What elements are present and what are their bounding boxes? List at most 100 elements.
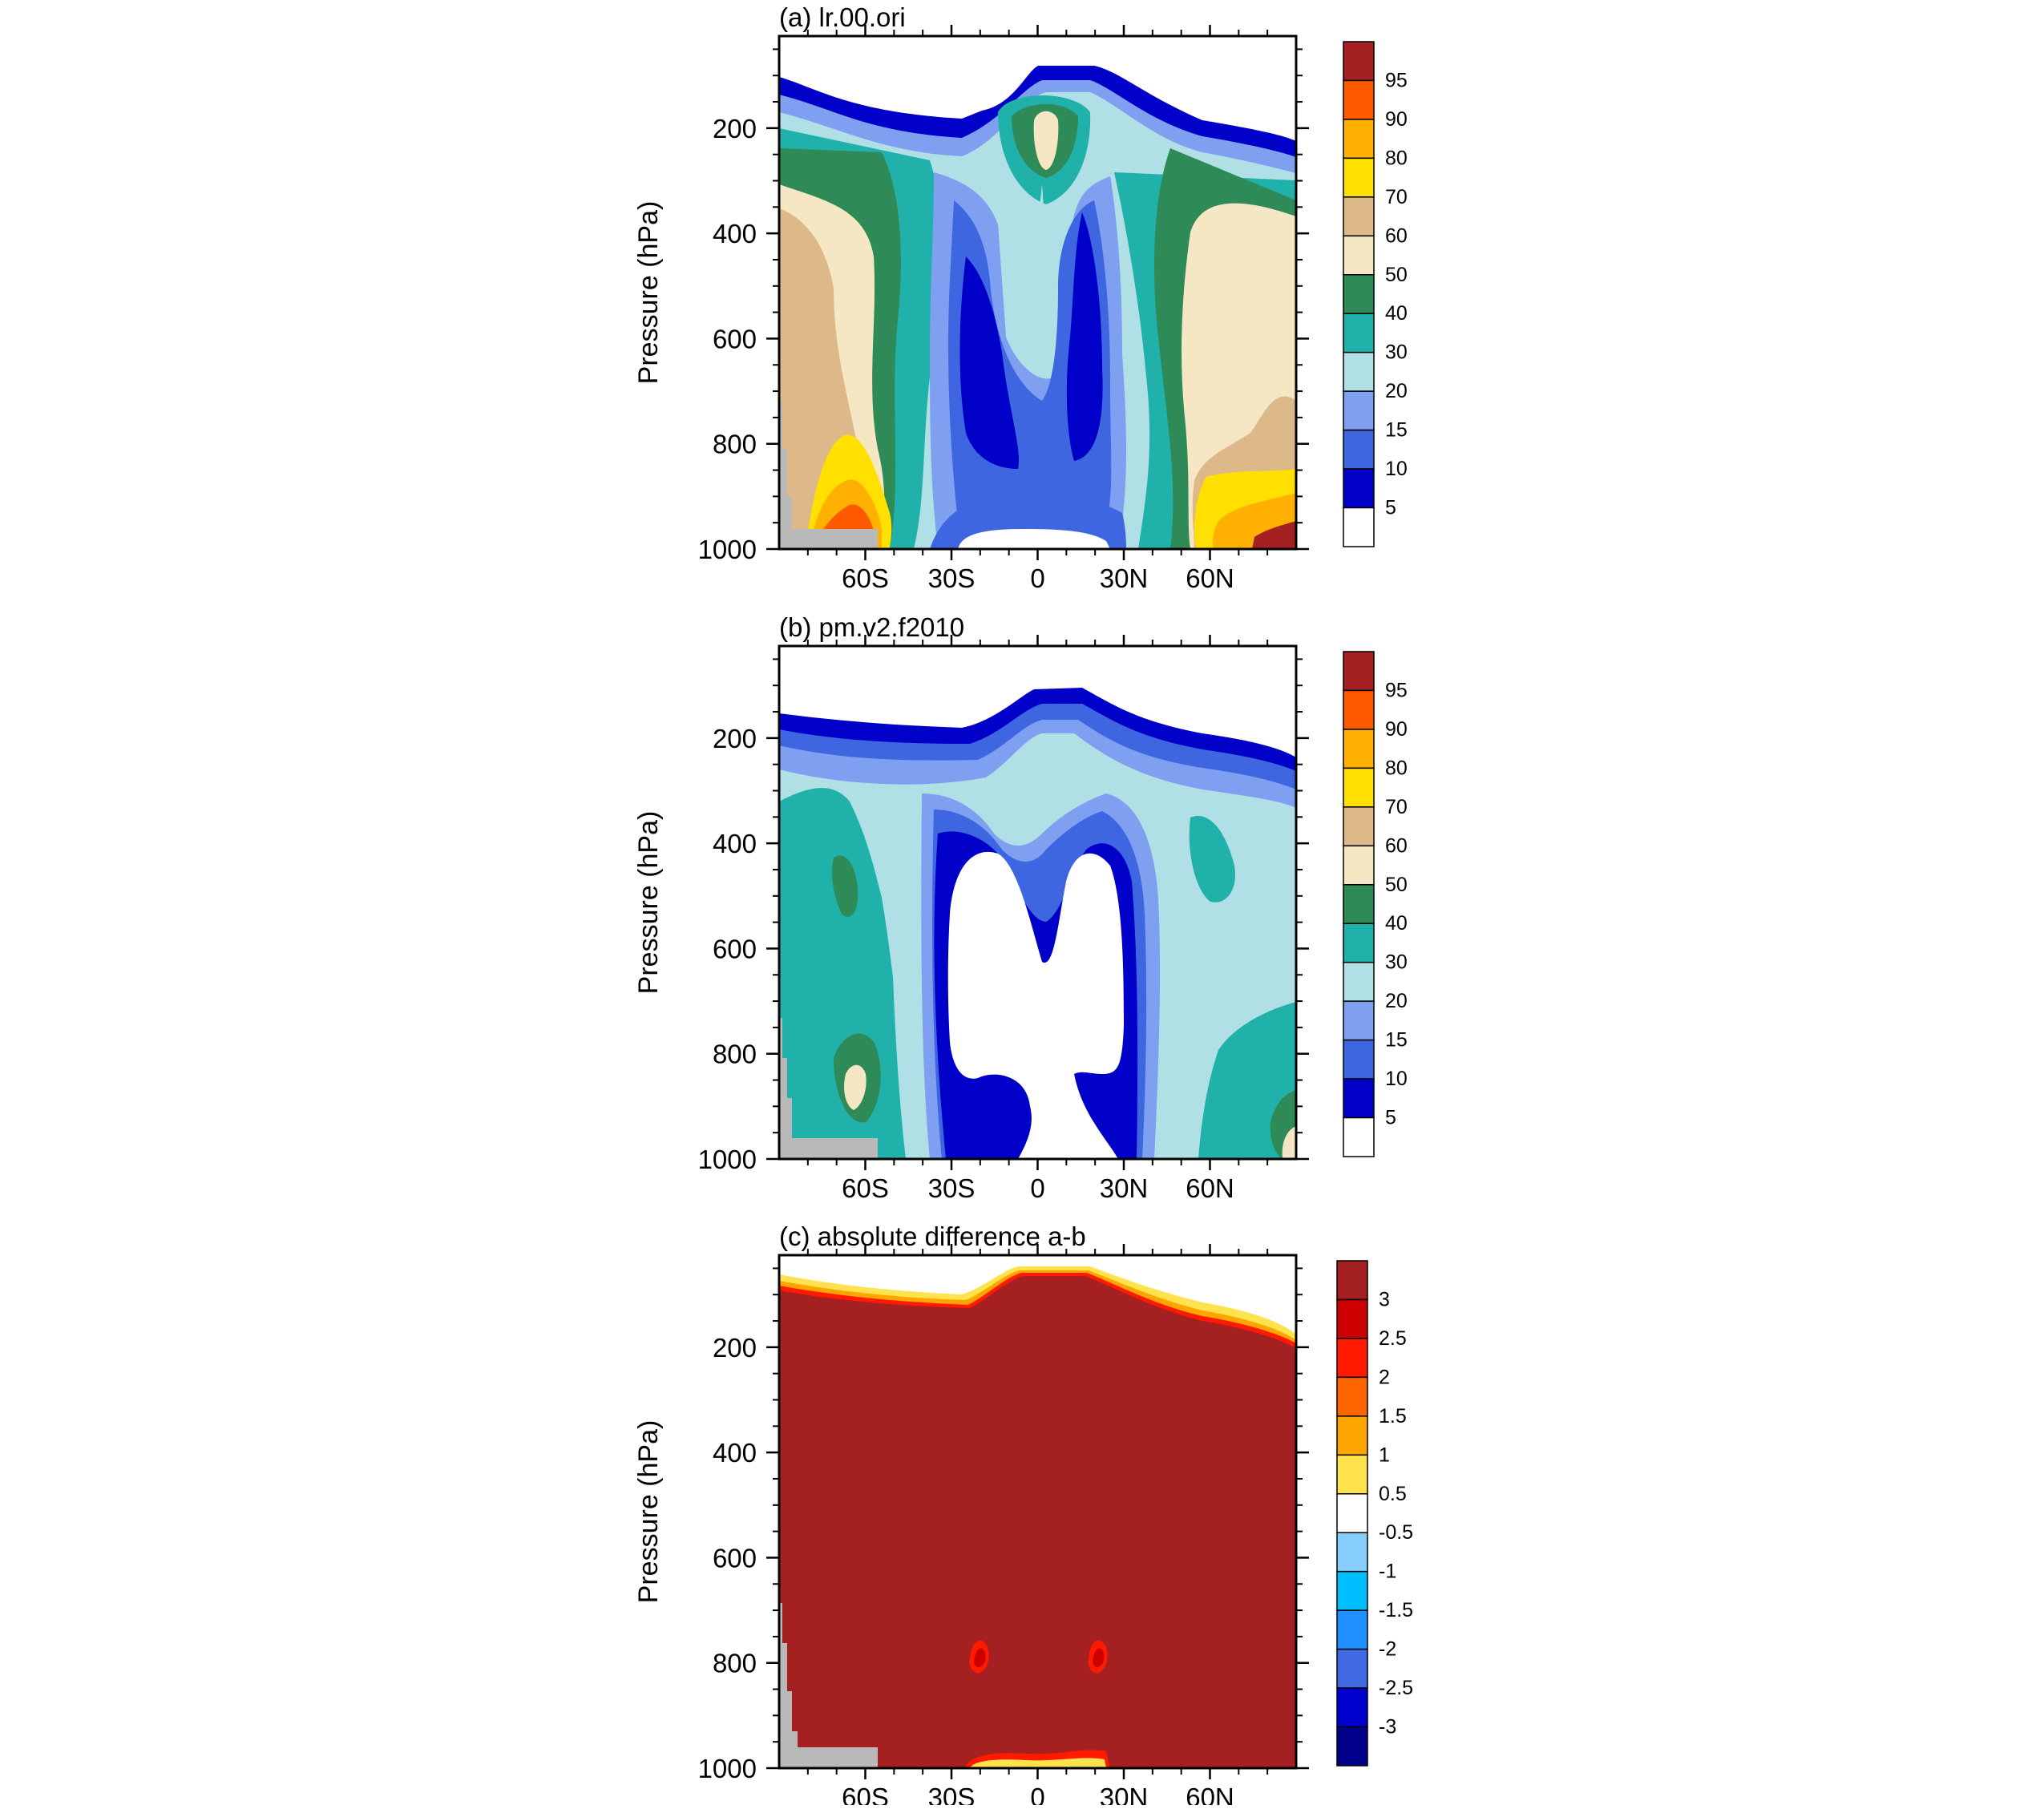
colorbar-label: -1 xyxy=(1379,1561,1396,1583)
colorbar-box xyxy=(1343,390,1375,431)
field-b-teal-n2 xyxy=(1189,816,1235,902)
panel-a-title: (a) lr.00.ori xyxy=(779,2,906,32)
panel-b-axes: 60S 30S 0 30N 60N 200 400 600 800 1000 xyxy=(698,635,1309,1203)
colorbar-box xyxy=(1336,1726,1368,1767)
panel-c-title: (c) absolute difference a-b xyxy=(779,1221,1086,1251)
field-a-land xyxy=(779,401,878,549)
panel-a-colorbar: 95 90 80 70 60 50 40 30 20 15 10 5 xyxy=(1343,41,1408,547)
colorbar-box xyxy=(1336,1260,1368,1301)
colorbar-label: 0.5 xyxy=(1379,1483,1407,1505)
colorbar-label: 5 xyxy=(1385,1107,1396,1129)
x-tick-label: 60N xyxy=(1186,1783,1234,1805)
colorbar-label: 3 xyxy=(1379,1288,1390,1310)
y-tick-label: 1000 xyxy=(698,535,757,564)
y-tick-label: 800 xyxy=(713,1040,757,1069)
colorbar-label: 95 xyxy=(1385,679,1408,701)
colorbar-label: 2.5 xyxy=(1379,1327,1407,1350)
colorbar-label: 60 xyxy=(1385,224,1408,247)
panel-c: (c) absolute difference a-b Pressure (hP… xyxy=(633,1221,1413,1809)
y-tick-label: 600 xyxy=(713,934,757,963)
x-tick-label: 60N xyxy=(1186,1173,1234,1203)
x-tick-label: 30N xyxy=(1100,1783,1149,1805)
colorbar-box xyxy=(1343,313,1375,353)
field-c-bottom-yellow xyxy=(970,1758,1106,1768)
colorbar-box xyxy=(1343,1000,1375,1041)
colorbar-label: 20 xyxy=(1385,990,1408,1012)
x-tick-label: 30S xyxy=(928,563,976,593)
colorbar-label: 1.5 xyxy=(1379,1405,1407,1427)
colorbar-label: 10 xyxy=(1385,458,1408,480)
colorbar-label: 30 xyxy=(1385,951,1408,974)
x-tick-label: 30N xyxy=(1100,1173,1149,1203)
colorbar-box xyxy=(1343,468,1375,509)
colorbar-box xyxy=(1343,157,1375,198)
colorbar-box xyxy=(1343,767,1375,808)
colorbar-label: 60 xyxy=(1385,834,1408,857)
panel-b-ylabel: Pressure (hPa) xyxy=(633,811,664,995)
x-tick-label: 0 xyxy=(1030,1783,1044,1805)
field-a-trop-dark xyxy=(959,256,1019,469)
panel-a-ylabel: Pressure (hPa) xyxy=(633,201,664,385)
colorbar-label: -2.5 xyxy=(1379,1677,1413,1699)
colorbar-box xyxy=(1343,429,1375,470)
panel-a-axes: 60S 30S 0 30N 60N 200 400 600 800 1000 xyxy=(698,25,1309,593)
colorbar-box xyxy=(1336,1338,1368,1379)
colorbar-label: 2 xyxy=(1379,1366,1390,1388)
field-c-land xyxy=(779,1603,878,1768)
colorbar-box xyxy=(1336,1298,1368,1339)
colorbar-box xyxy=(1343,351,1375,392)
colorbar-box xyxy=(1336,1648,1368,1689)
colorbar-box xyxy=(1336,1493,1368,1533)
panel-a: (a) lr.00.ori xyxy=(633,2,1408,593)
y-tick-label: 800 xyxy=(713,1649,757,1678)
colorbar-box xyxy=(1343,41,1375,82)
y-tick-label: 600 xyxy=(713,1543,757,1573)
colorbar-label: 90 xyxy=(1385,718,1408,741)
field-a-equator-teal xyxy=(1035,184,1048,362)
colorbar-box xyxy=(1343,806,1375,847)
colorbar-box xyxy=(1343,689,1375,730)
y-tick-label: 400 xyxy=(713,1438,757,1468)
field-c-dark xyxy=(779,1276,1296,1768)
colorbar-label: 50 xyxy=(1385,264,1408,286)
colorbar-label: 1 xyxy=(1379,1444,1390,1466)
colorbar-box xyxy=(1336,1687,1368,1728)
panel-c-ylabel: Pressure (hPa) xyxy=(633,1420,664,1604)
colorbar-box xyxy=(1336,1570,1368,1611)
colorbar-box xyxy=(1343,1116,1375,1157)
x-tick-label: 60S xyxy=(842,1783,889,1805)
colorbar-box xyxy=(1343,274,1375,314)
field-c-spot-s-in xyxy=(974,1648,986,1667)
colorbar-label: 20 xyxy=(1385,380,1408,402)
colorbar-label: 5 xyxy=(1385,497,1396,519)
colorbar-label: 80 xyxy=(1385,757,1408,779)
colorbar-box xyxy=(1343,79,1375,120)
panel-b-field xyxy=(779,688,1296,1159)
y-tick-label: 200 xyxy=(713,114,757,143)
colorbar-label: 40 xyxy=(1385,302,1408,325)
colorbar-label: -1.5 xyxy=(1379,1599,1413,1621)
x-tick-label: 60S xyxy=(842,1173,889,1203)
panel-a-field xyxy=(779,66,1296,549)
panel-b-title: (b) pm.v2.f2010 xyxy=(779,612,964,642)
y-tick-label: 200 xyxy=(713,724,757,753)
y-tick-label: 400 xyxy=(713,219,757,248)
y-tick-label: 200 xyxy=(713,1333,757,1363)
colorbar-label: -2 xyxy=(1379,1638,1396,1661)
y-tick-label: 1000 xyxy=(698,1754,757,1783)
colorbar-label: -3 xyxy=(1379,1716,1396,1738)
colorbar-box xyxy=(1343,235,1375,276)
colorbar-box xyxy=(1343,1039,1375,1080)
panel-b-colorbar: 95 90 80 70 60 50 40 30 20 15 10 5 xyxy=(1343,651,1408,1157)
field-b-land xyxy=(779,1018,878,1159)
x-tick-label: 30N xyxy=(1100,563,1149,593)
colorbar-label: 40 xyxy=(1385,912,1408,935)
colorbar-box xyxy=(1343,884,1375,924)
field-b-green-s xyxy=(832,855,858,917)
colorbar-box xyxy=(1343,651,1375,692)
x-tick-label: 60N xyxy=(1186,563,1234,593)
colorbar-label: 95 xyxy=(1385,69,1408,91)
field-a-trop-dark-n xyxy=(1066,212,1103,461)
x-tick-label: 0 xyxy=(1030,563,1044,593)
colorbar-label: -0.5 xyxy=(1379,1521,1413,1544)
